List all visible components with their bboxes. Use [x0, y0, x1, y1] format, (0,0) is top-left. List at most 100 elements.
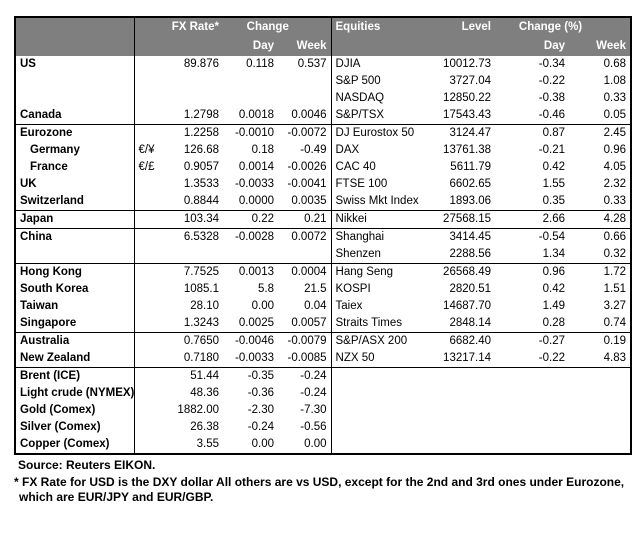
- equity-name: NZX 50: [335, 352, 375, 364]
- equity-day-change: -0.34: [538, 58, 566, 70]
- source-note: Source: Reuters EIKON.: [18, 458, 156, 472]
- equity-day-change: 0.96: [511, 263, 570, 281]
- region-label: [15, 246, 135, 264]
- equity-level: 10012.73: [443, 58, 492, 70]
- equity-day-change: -0.22: [538, 352, 566, 364]
- equity-day-change: -0.46: [538, 109, 566, 121]
- equity-level: 13217.14: [443, 352, 492, 364]
- fx-day-change: -0.0033: [234, 352, 274, 364]
- equity-level: 27568.15: [426, 210, 512, 229]
- fx-week-change: -0.49: [278, 142, 332, 159]
- equity-level: 12850.22: [443, 92, 492, 104]
- region-label: Copper (Comex): [15, 436, 135, 454]
- equity-day-change: -0.27: [511, 332, 570, 350]
- region-label: [15, 90, 135, 107]
- equity-day-change: 1.49: [542, 300, 566, 312]
- table-row: Gold (Comex) 1882.00 -2.30 -7.30: [15, 402, 631, 419]
- equity-name: DJ Eurostox 50: [331, 124, 427, 142]
- fx-rate-value: 3.55: [196, 438, 219, 450]
- region-label: France: [15, 159, 135, 176]
- equity-day-change: 2.66: [511, 210, 570, 229]
- equity-week-change: 2.45: [569, 124, 632, 142]
- fx-rate-cell: 51.44: [134, 367, 223, 385]
- fx-week-change: 21.5: [278, 281, 332, 298]
- equity-day-change: -0.22: [538, 75, 566, 87]
- fx-day-change: -0.0046: [223, 332, 278, 350]
- fx-week-change: -0.24: [278, 367, 332, 385]
- fx-week-change: 0.04: [278, 298, 332, 315]
- fx-week-change: -0.0079: [278, 332, 332, 350]
- equity-name: DJIA: [335, 58, 361, 70]
- fx-rate-cell: 1.3533: [134, 176, 223, 193]
- change-pct-header: Change (%): [511, 17, 632, 37]
- fx-rate-cell: 89.876: [134, 56, 223, 73]
- equity-day-change: 1.55: [542, 178, 566, 190]
- fx-week-change: -0.56: [278, 419, 332, 436]
- table-row: South Korea 1085.1 5.8 21.5 KOSPI 2820.51 0.42…: [15, 281, 631, 298]
- fx-week-change: [278, 73, 332, 90]
- equity-level: 2848.14: [449, 317, 492, 329]
- fx-rate-cell: 26.38: [134, 419, 223, 436]
- fx-rate-value: 48.36: [190, 387, 219, 399]
- equity-week-change: 0.74: [603, 317, 627, 329]
- equity-week-change: 0.33: [603, 92, 627, 104]
- equity-week-change: [569, 385, 631, 402]
- equity-level: 3727.04: [449, 75, 492, 87]
- fx-rate-cell: [134, 246, 223, 264]
- region-label: New Zealand: [15, 350, 135, 368]
- equity-level: 1893.06: [449, 195, 492, 207]
- fx-rate-value: 0.7650: [183, 335, 219, 347]
- equity-day-header: Day: [511, 37, 570, 56]
- market-data-panel: FX Rate* Change Equities Level Change (%…: [14, 16, 633, 505]
- header-row-primary: FX Rate* Change Equities Level Change (%…: [15, 17, 632, 37]
- fx-rate-cell: [134, 90, 223, 107]
- equity-name: CAC 40: [335, 161, 376, 173]
- fx-day-change: [223, 90, 278, 107]
- equity-day-change: [511, 419, 569, 436]
- equity-day-change: [511, 367, 570, 385]
- equity-name: [331, 402, 426, 419]
- equity-name: [331, 367, 427, 385]
- fx-rate-cell: 1.2798: [134, 107, 223, 125]
- fx-day-change: [223, 73, 278, 90]
- equity-week-change: 0.68: [603, 58, 627, 70]
- fx-rate-cell: 0.8844: [134, 193, 223, 211]
- fx-day-change: 0.18: [251, 144, 274, 156]
- equity-week-change: [569, 402, 631, 419]
- equity-level: [426, 436, 511, 454]
- fx-rate-value: 0.8844: [183, 195, 219, 207]
- equity-level: 3414.45: [426, 228, 512, 246]
- fx-rate-value: 1882.00: [177, 404, 219, 416]
- blank-header-cell: [15, 17, 135, 37]
- table-row: China 6.5328 -0.0028 0.0072 Shanghai 3414.45-…: [15, 228, 632, 246]
- fx-day-change: 0.0014: [238, 161, 274, 173]
- equity-name: [331, 385, 426, 402]
- fx-week-change: 0.0046: [278, 107, 332, 125]
- equity-week-change: [569, 367, 632, 385]
- equity-week-change: 0.33: [603, 195, 627, 207]
- equity-name: [331, 436, 426, 454]
- equity-level: 5611.79: [450, 161, 492, 173]
- fx-rate-value: 7.7525: [183, 266, 219, 278]
- fx-rate-value: 28.10: [190, 300, 219, 312]
- equity-day-change: 0.87: [511, 124, 570, 142]
- equity-name: S&P/ASX 200: [331, 332, 427, 350]
- equity-name: DAX: [335, 144, 360, 156]
- equity-level: 2288.56: [449, 248, 492, 260]
- fx-day-change: -0.0028: [223, 228, 278, 246]
- equity-name: S&P/TSX: [335, 109, 385, 121]
- fx-rate-value: 103.34: [183, 213, 219, 225]
- fx-week-change: -0.0085: [278, 350, 332, 368]
- fx-rate-value: 126.68: [183, 144, 219, 156]
- equity-name: NASDAQ: [335, 92, 385, 104]
- fx-week-change: -0.0026: [278, 159, 332, 176]
- fx-week-change: -0.24: [278, 385, 332, 402]
- equity-name: Shanghai: [331, 228, 427, 246]
- fx-rate-header: FX Rate*: [134, 17, 223, 37]
- table-row: Light crude (NYMEX) 48.36 -0.36 -0.24: [15, 385, 631, 402]
- fx-rate-value: 1.3533: [183, 178, 219, 190]
- region-label: Taiwan: [15, 298, 135, 315]
- currency-pair-prefix: €/£: [138, 161, 155, 173]
- equity-week-change: 0.05: [603, 109, 627, 121]
- fx-rate-cell: 6.5328: [134, 228, 223, 246]
